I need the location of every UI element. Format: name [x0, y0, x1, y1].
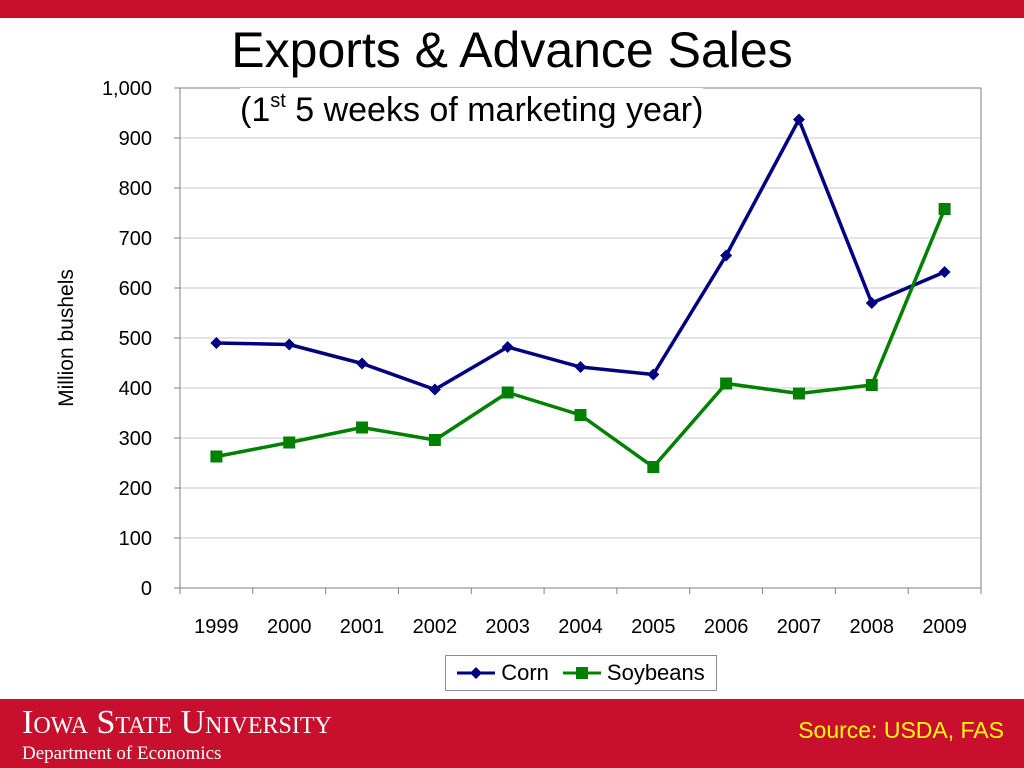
top-accent-bar	[0, 0, 1024, 18]
y-tick-label: 600	[119, 278, 152, 300]
x-tick-label: 2003	[485, 616, 530, 638]
data-point-corn	[501, 341, 514, 353]
subtitle-superscript: st	[270, 90, 286, 112]
legend-swatch-corn	[457, 667, 496, 679]
series-line-corn	[216, 117, 946, 392]
legend-label-soybeans: Soybeans	[606, 660, 705, 685]
legend-label-corn: Corn	[501, 660, 549, 685]
data-point-soybeans	[428, 434, 441, 446]
data-point-soybeans	[647, 461, 660, 473]
data-point-corn	[210, 337, 223, 349]
data-point-corn	[792, 113, 805, 126]
data-point-corn	[938, 266, 951, 278]
axes: 0 100 200 300 400 500 600 700 800 900 1,000 1999 200…	[102, 78, 982, 638]
y-tick-label: 300	[119, 428, 152, 450]
data-point-soybeans	[938, 203, 951, 215]
subtitle-prefix: (1	[240, 91, 271, 129]
x-tick-label: 1999	[194, 616, 239, 638]
department-name: Department of Economics	[22, 743, 222, 764]
x-tick-label: 2000	[267, 616, 312, 638]
data-point-soybeans	[574, 409, 587, 421]
y-tick-label: 200	[119, 478, 152, 500]
x-tick-label: 2001	[340, 616, 385, 638]
y-tick-label: 900	[119, 128, 152, 150]
data-point-corn	[356, 357, 369, 370]
data-point-soybeans	[283, 436, 296, 449]
y-axis-label: Million bushels	[55, 269, 78, 407]
data-point-corn	[865, 297, 878, 309]
series-soybeans	[210, 203, 951, 473]
chart-title: Exports & Advance Sales	[231, 22, 793, 78]
y-tick-label: 100	[119, 528, 152, 550]
data-point-soybeans	[501, 386, 514, 399]
legend-item-corn: Corn	[457, 660, 549, 686]
series-lines	[210, 113, 951, 473]
subtitle-suffix: 5 weeks of marketing year)	[285, 91, 704, 129]
data-point-corn	[428, 383, 441, 396]
y-tick-label: 500	[119, 328, 152, 350]
x-tick-label: 2007	[777, 616, 822, 638]
data-point-corn	[647, 368, 660, 381]
gridlines	[180, 87, 981, 539]
x-tick-label: 2004	[558, 616, 603, 638]
y-tick-label: 800	[119, 178, 152, 200]
data-point-corn	[283, 338, 296, 351]
data-point-soybeans	[865, 379, 878, 391]
data-point-soybeans	[720, 377, 733, 390]
series-corn	[210, 113, 951, 396]
legend-item-soybeans: Soybeans	[562, 660, 705, 686]
data-point-soybeans	[792, 387, 805, 400]
y-tick-label: 700	[119, 228, 152, 250]
source-note: Source: USDA, FAS	[798, 717, 1004, 743]
x-tick-label: 2006	[704, 616, 749, 638]
data-point-soybeans	[356, 421, 369, 434]
chart-subtitle: (1st 5 weeks of marketing year)	[240, 88, 704, 132]
x-tick-label: 2005	[631, 616, 676, 638]
y-tick-label: 1,000	[102, 78, 152, 100]
x-tick-label: 2002	[413, 616, 458, 638]
y-tick-label: 0	[141, 578, 152, 600]
x-tick-label: 2008	[850, 616, 895, 638]
data-point-corn	[574, 361, 587, 373]
legend-swatch-soybeans	[562, 667, 601, 679]
y-tick-label: 400	[119, 378, 152, 400]
data-point-soybeans	[210, 450, 223, 463]
chart-legend: Corn Soybeans	[445, 655, 717, 691]
x-tick-label: 2009	[922, 616, 967, 638]
footer-bar	[0, 699, 1024, 768]
university-wordmark: Iowa State University	[22, 704, 332, 741]
data-point-corn	[720, 249, 733, 262]
